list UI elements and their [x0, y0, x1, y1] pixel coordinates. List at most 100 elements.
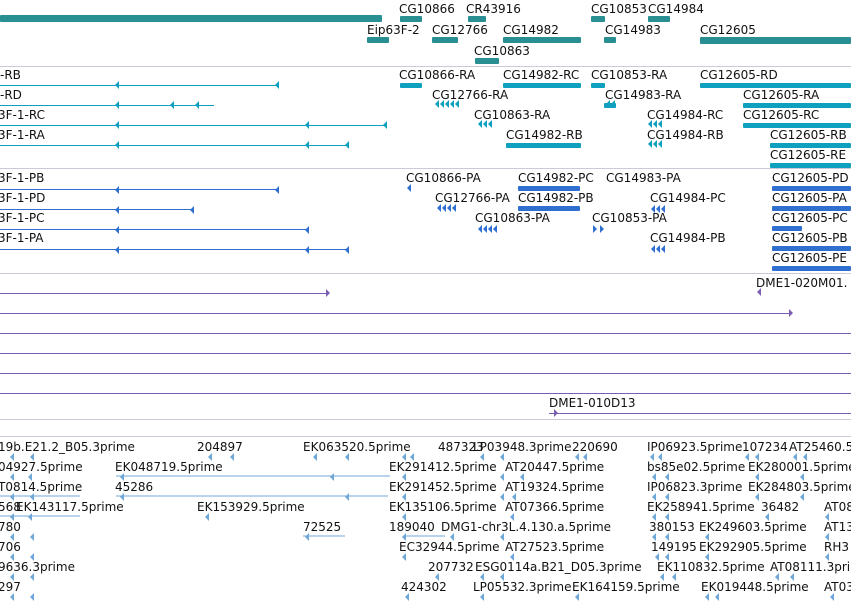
est-label[interactable]: AT27523.5prime [505, 540, 605, 554]
est-label[interactable]: 780 [0, 520, 21, 534]
gene-label[interactable]: Eip63F-2 [367, 23, 420, 37]
protein-label[interactable]: CG12605-PE [772, 251, 847, 265]
est-label[interactable]: 380153 [649, 520, 695, 534]
est-label[interactable]: bs85e02.5prime [647, 460, 746, 474]
protein-bar-cg12605-pb[interactable] [772, 246, 851, 251]
est-label[interactable]: IP06823.3prime [647, 480, 743, 494]
est-label[interactable]: 107234 [742, 440, 788, 454]
transcript-label[interactable]: -RB [0, 68, 21, 82]
protein-label[interactable]: 3F-1-PA [0, 231, 44, 245]
transcript-label[interactable]: CG14983-RA [605, 88, 682, 102]
gene-bar-cg14982[interactable] [503, 37, 581, 43]
est-label[interactable]: EK284803.5prime [748, 480, 851, 494]
est-label[interactable]: 72525 [303, 520, 342, 534]
est-label[interactable]: RH3 [824, 540, 849, 554]
transcript-line-rc[interactable] [0, 125, 384, 126]
est-label[interactable]: 36482 [761, 500, 800, 514]
transcript-label[interactable]: CG10866-RA [399, 68, 476, 82]
protein-label[interactable]: CG14982-PC [518, 171, 594, 185]
clone-label[interactable]: DME1-010D13 [549, 396, 636, 410]
transcript-bar-cg12605-rc[interactable] [743, 123, 851, 128]
est-label[interactable]: IP06923.5prime [647, 440, 743, 454]
protein-label[interactable]: 3F-1-PB [0, 171, 45, 185]
est-label[interactable]: EK110832.5prime [657, 560, 765, 574]
protein-line-pb[interactable] [0, 189, 276, 190]
transcript-label[interactable]: CG12766-RA [432, 88, 509, 102]
transcript-bar-cg10853-ra[interactable] [591, 83, 605, 88]
protein-bar-cg14982-pc[interactable] [518, 186, 580, 191]
est-label[interactable]: AT08111.3prime [770, 560, 851, 574]
est-label[interactable]: AT25460.5 [789, 440, 851, 454]
transcript-label[interactable]: CG10853-RA [591, 68, 668, 82]
transcript-label[interactable]: CG12605-RC [743, 108, 820, 122]
transcript-bar-cg12605-rb[interactable] [770, 143, 851, 148]
transcript-label[interactable]: CG10863-RA [474, 108, 551, 122]
protein-bar-cg14982-pb[interactable] [518, 206, 580, 211]
protein-bar-cg12605-pe[interactable] [772, 266, 851, 271]
transcript-label[interactable]: 3F-1-RC [0, 108, 45, 122]
est-label[interactable]: 149195 [651, 540, 697, 554]
gene-label[interactable]: CG10866 [399, 2, 455, 16]
est-label[interactable]: AT13 [824, 520, 851, 534]
est-label[interactable]: T0814.5prime [0, 480, 83, 494]
transcript-line-ra[interactable] [0, 145, 348, 146]
protein-line-pd[interactable] [0, 209, 193, 210]
est-label[interactable]: ESG0114a.B21_D05.3prime [475, 560, 642, 574]
est-label[interactable]: LP05532.3prime [473, 580, 572, 594]
protein-label[interactable]: CG14984-PC [650, 191, 726, 205]
transcript-label[interactable]: CG14982-RC [503, 68, 580, 82]
transcript-line-rb[interactable] [0, 85, 276, 86]
gene-bar-cg14983[interactable] [604, 37, 616, 43]
transcript-bar-cg12605-re[interactable] [770, 163, 851, 168]
est-label[interactable]: DMG1-chr3L.4.130.a.5prime [441, 520, 612, 534]
est-label[interactable]: AT20447.5prime [505, 460, 605, 474]
clone-label[interactable]: DME1-020M01. [756, 276, 848, 290]
protein-label[interactable]: CG12605-PA [772, 191, 847, 205]
transcript-bar-cg12605-ra[interactable] [743, 103, 851, 108]
est-label[interactable]: EK291452.5prime [389, 480, 497, 494]
clone-line[interactable] [0, 333, 851, 334]
gene-label[interactable]: CG14984 [648, 2, 704, 16]
gene-bar-cg12605[interactable] [700, 37, 851, 44]
est-label[interactable]: 9636.3prime [0, 560, 75, 574]
protein-bar-cg12605-pa[interactable] [772, 206, 851, 211]
est-label[interactable]: 189040 [389, 520, 435, 534]
clone-line[interactable] [0, 353, 851, 354]
gene-label[interactable]: CG14982 [503, 23, 559, 37]
gene-label[interactable]: CG12766 [432, 23, 488, 37]
est-label[interactable]: EK292905.5prime [699, 540, 807, 554]
est-label[interactable]: 45286 [115, 480, 154, 494]
protein-bar-cg12605-pd[interactable] [772, 186, 851, 191]
est-label[interactable]: EK143117.5prime [16, 500, 124, 514]
gene-bar-cr43916[interactable] [468, 16, 486, 22]
protein-label[interactable]: CG14982-PB [518, 191, 594, 205]
est-label[interactable]: 04927.5prime [0, 460, 83, 474]
protein-line-pc[interactable] [0, 229, 307, 230]
est-label[interactable]: EK280001.5prime [748, 460, 851, 474]
protein-label[interactable]: CG12605-PB [772, 231, 848, 245]
clone-line-dme1-010d13[interactable] [549, 413, 851, 414]
est-label[interactable]: EK048719.5prime [115, 460, 223, 474]
gene-bar-cg14984[interactable] [648, 16, 670, 22]
transcript-label[interactable]: 3F-1-RA [0, 128, 45, 142]
est-label[interactable]: EK135106.5prime [389, 500, 497, 514]
transcript-label[interactable]: CG14982-RB [506, 128, 583, 142]
est-label[interactable]: EK249603.5prime [699, 520, 807, 534]
protein-line-pa[interactable] [0, 249, 348, 250]
est-label[interactable]: 19b.E21.2_B05.3prime [0, 440, 135, 454]
protein-label[interactable]: CG12605-PC [772, 211, 848, 225]
clone-line[interactable] [0, 373, 851, 374]
protein-label[interactable]: 3F-1-PD [0, 191, 46, 205]
est-label[interactable]: AT03 [824, 580, 851, 594]
protein-label[interactable]: CG12766-PA [435, 191, 510, 205]
est-label[interactable]: AT19324.5prime [505, 480, 605, 494]
est-label[interactable]: 706 [0, 540, 21, 554]
gene-label[interactable]: CR43916 [466, 2, 521, 16]
transcript-label[interactable]: -RD [0, 88, 22, 102]
transcript-bar-cg14982-rb[interactable] [506, 143, 581, 148]
clone-line[interactable] [0, 293, 326, 294]
est-label[interactable]: AT08 [824, 500, 851, 514]
est-label[interactable]: 424302 [401, 580, 447, 594]
est-label[interactable]: 568 [0, 500, 21, 514]
gene-bar-cg10866[interactable] [400, 16, 422, 22]
